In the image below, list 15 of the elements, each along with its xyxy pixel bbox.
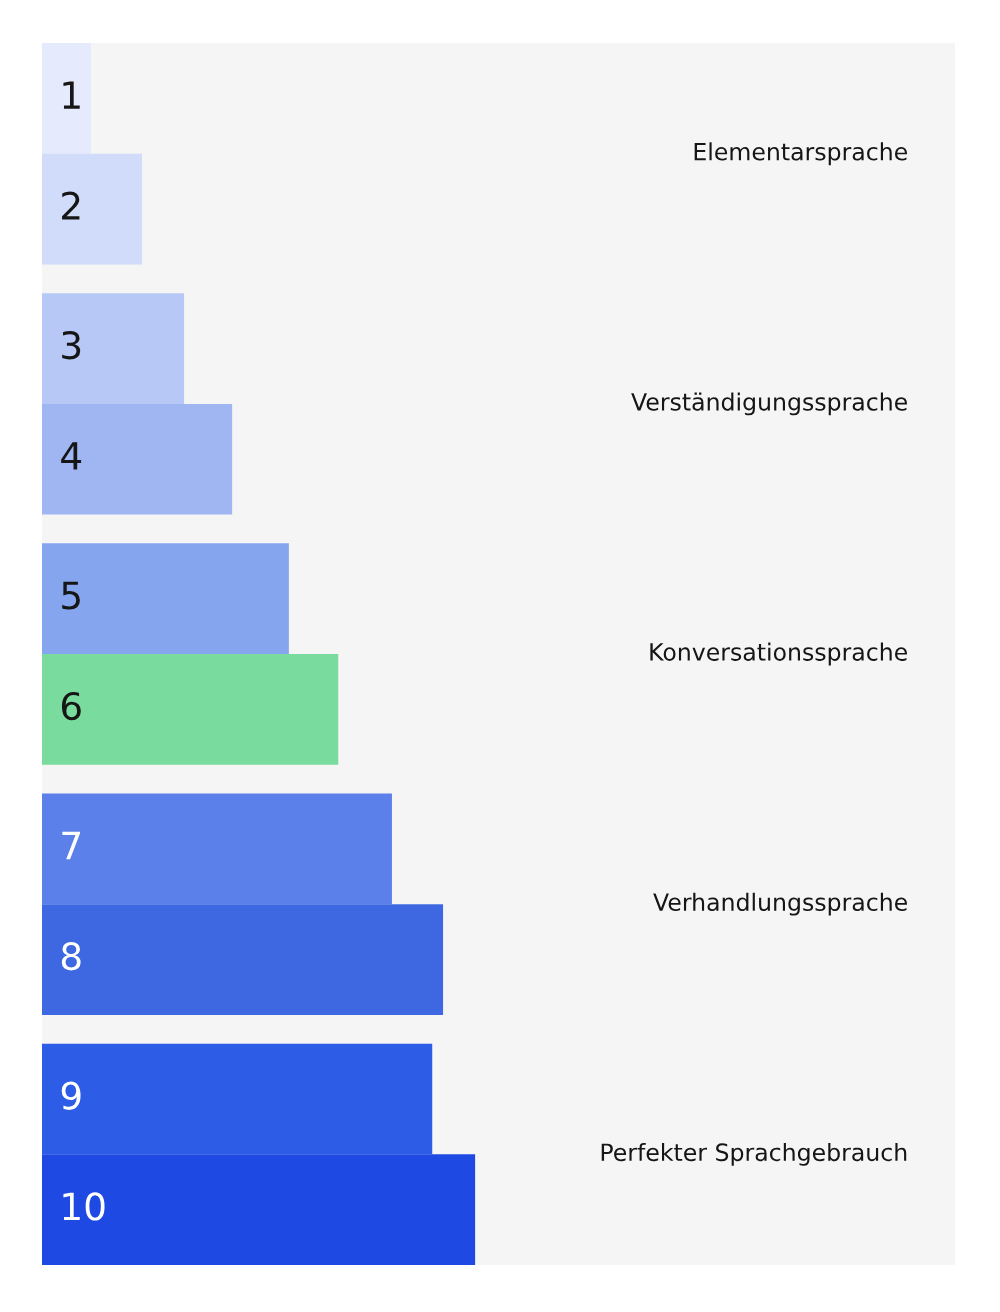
y-tick-label: 10 bbox=[63, 1192, 105, 1221]
text: Konversationssprache bbox=[650, 642, 907, 666]
text: Verhandlungssprache bbox=[653, 892, 907, 916]
y-tick-label: 8 bbox=[61, 942, 81, 971]
y-tick-label: 4 bbox=[61, 442, 82, 470]
text: Perfekter Sprachgebrauch bbox=[601, 1142, 907, 1166]
y-tick-label: 3 bbox=[62, 331, 81, 360]
y-tick-label: 5 bbox=[62, 581, 80, 610]
y-tick-label: 1 bbox=[63, 81, 80, 109]
y-tick-label: 2 bbox=[62, 191, 80, 220]
text: Elementarsprache bbox=[694, 142, 907, 166]
y-tick-label: 6 bbox=[61, 691, 81, 721]
y-tick-label: 7 bbox=[62, 831, 80, 860]
y-tick-label: 9 bbox=[61, 1081, 81, 1110]
text: Verständigungssprache bbox=[631, 392, 907, 416]
